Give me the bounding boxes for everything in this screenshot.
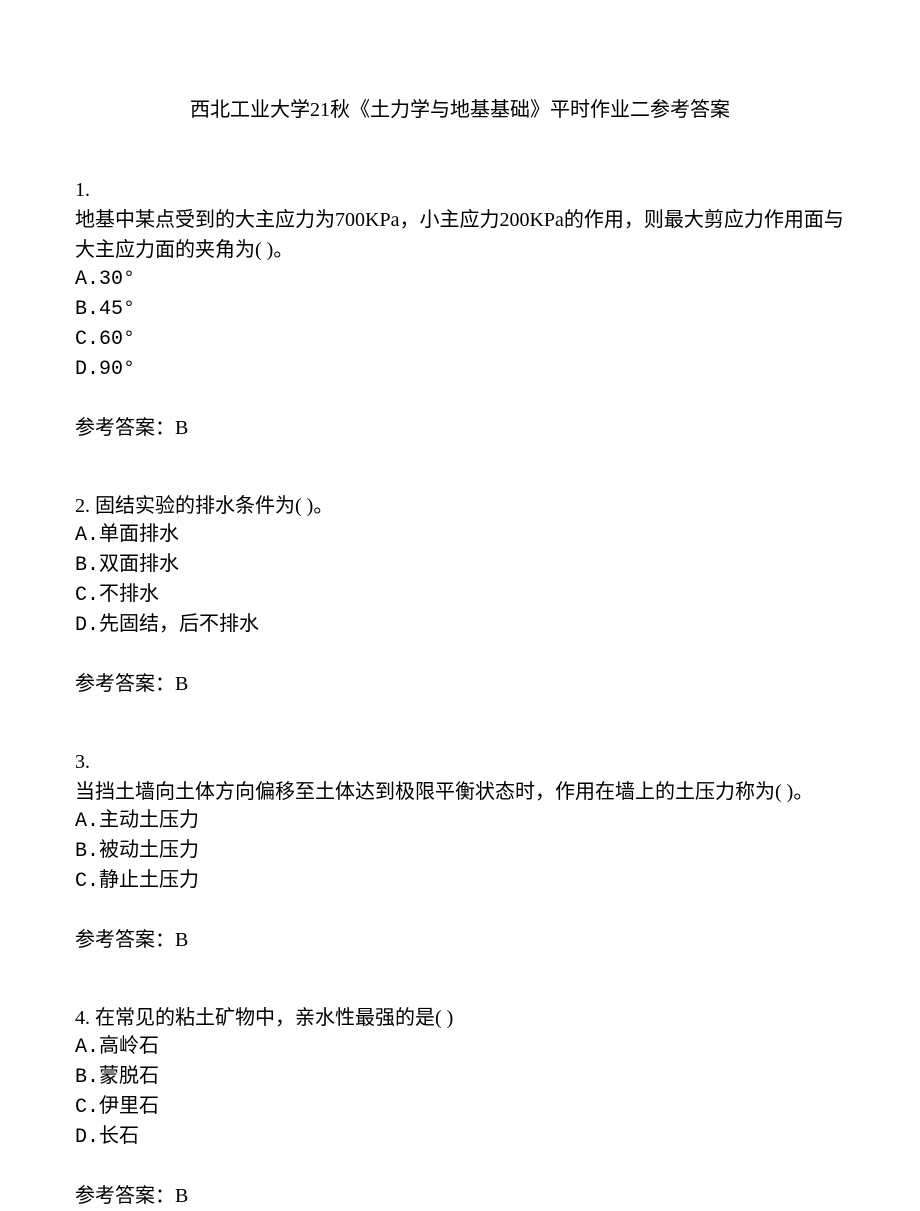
option-a: A.单面排水 <box>75 521 845 551</box>
answer-label: 参考答案：B <box>75 1181 845 1211</box>
option-c: C.不排水 <box>75 581 845 611</box>
option-a: A.高岭石 <box>75 1033 845 1063</box>
option-c: C.伊里石 <box>75 1093 845 1123</box>
question-4: 4. 在常见的粘土矿物中，亲水性最强的是( ) A.高岭石 B.蒙脱石 C.伊里… <box>75 1003 845 1211</box>
option-d: D.90° <box>75 355 845 385</box>
question-text: 当挡土墙向土体方向偏移至土体达到极限平衡状态时，作用在墙上的土压力称为( )。 <box>75 777 845 807</box>
document-title: 西北工业大学21秋《土力学与地基基础》平时作业二参考答案 <box>75 95 845 125</box>
question-number: 4. 在常见的粘土矿物中，亲水性最强的是( ) <box>75 1003 845 1033</box>
question-text: 地基中某点受到的大主应力为700KPa，小主应力200KPa的作用，则最大剪应力… <box>75 205 845 265</box>
question-number: 3. <box>75 747 845 777</box>
question-number: 1. <box>75 175 845 205</box>
option-b: B.45° <box>75 295 845 325</box>
question-2: 2. 固结实验的排水条件为( )。 A.单面排水 B.双面排水 C.不排水 D.… <box>75 491 845 699</box>
option-b: B.双面排水 <box>75 551 845 581</box>
option-a: A.30° <box>75 265 845 295</box>
option-b: B.被动土压力 <box>75 837 845 867</box>
option-d: D.长石 <box>75 1123 845 1153</box>
question-1: 1. 地基中某点受到的大主应力为700KPa，小主应力200KPa的作用，则最大… <box>75 175 845 443</box>
option-c: C.静止土压力 <box>75 867 845 897</box>
question-3: 3. 当挡土墙向土体方向偏移至土体达到极限平衡状态时，作用在墙上的土压力称为( … <box>75 747 845 955</box>
question-number: 2. 固结实验的排水条件为( )。 <box>75 491 845 521</box>
answer-label: 参考答案：B <box>75 669 845 699</box>
option-a: A.主动土压力 <box>75 807 845 837</box>
option-b: B.蒙脱石 <box>75 1063 845 1093</box>
answer-label: 参考答案：B <box>75 413 845 443</box>
option-d: D.先固结，后不排水 <box>75 611 845 641</box>
option-c: C.60° <box>75 325 845 355</box>
answer-label: 参考答案：B <box>75 925 845 955</box>
